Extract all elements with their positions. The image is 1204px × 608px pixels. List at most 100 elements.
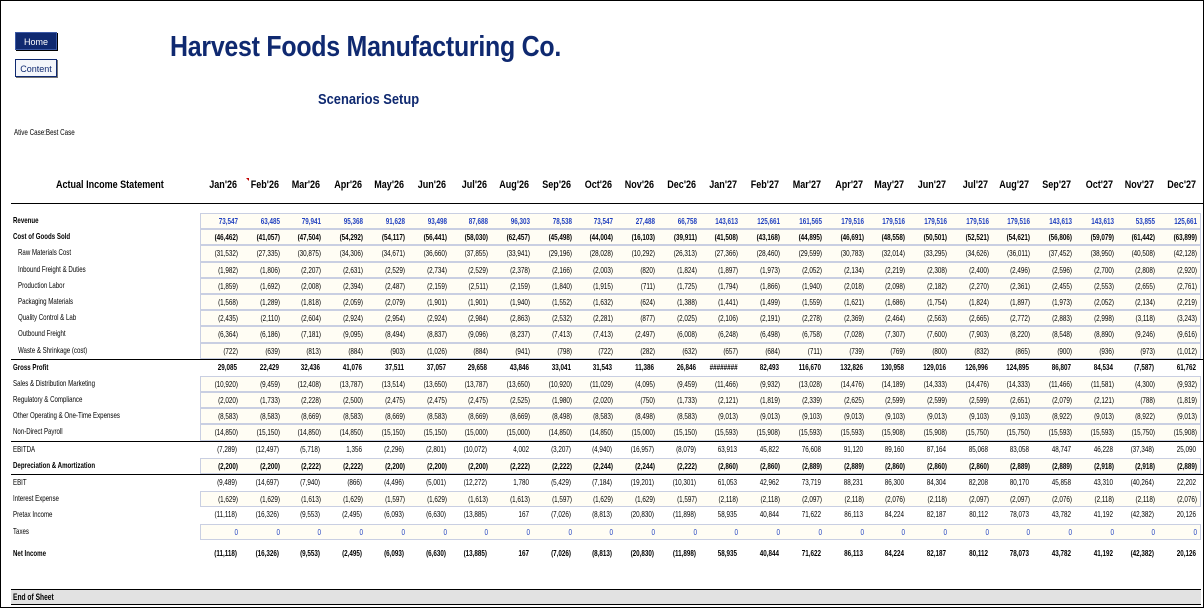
table-cell[interactable]: (9,616) <box>1177 329 1198 340</box>
table-cell[interactable]: 0 <box>1193 526 1198 537</box>
table-cell[interactable]: (632) <box>682 345 697 356</box>
table-cell[interactable]: (1,629) <box>259 494 280 505</box>
table-cell[interactable]: (1,686) <box>885 296 906 307</box>
table-cell[interactable]: (7,181) <box>301 329 322 340</box>
table-cell[interactable]: (2,106) <box>718 313 739 324</box>
table-cell[interactable]: (43,168) <box>756 232 781 243</box>
table-cell[interactable]: (56,441) <box>423 232 447 243</box>
table-cell[interactable]: (2,563) <box>926 313 947 324</box>
table-cell[interactable]: (750) <box>640 395 655 406</box>
table-cell[interactable]: (2,159) <box>426 280 447 291</box>
table-cell[interactable]: (2,200) <box>468 460 489 471</box>
table-cell[interactable]: (44,004) <box>589 232 614 243</box>
table-cell[interactable]: (2,121) <box>1093 395 1114 406</box>
table-cell[interactable]: (15,150) <box>673 427 697 438</box>
table-cell[interactable]: (1,794) <box>718 280 739 291</box>
table-cell[interactable]: (13,787) <box>464 378 489 389</box>
table-cell[interactable]: 0 <box>317 526 322 537</box>
table-cell[interactable]: (63,899) <box>1173 232 1198 243</box>
table-cell[interactable]: 95,368 <box>343 216 364 226</box>
table-cell[interactable]: 143,613 <box>715 216 739 226</box>
table-cell[interactable]: (1,901) <box>468 296 489 307</box>
table-cell[interactable]: (15,593) <box>1048 427 1072 438</box>
table-cell[interactable]: (1,692) <box>259 280 280 291</box>
table-cell[interactable]: (2,110) <box>260 313 280 324</box>
table-cell[interactable]: (877) <box>640 313 655 324</box>
table-cell[interactable]: (12,408) <box>297 378 322 389</box>
table-cell[interactable]: (2,500) <box>343 395 364 406</box>
table-cell[interactable]: (16,103) <box>631 232 655 243</box>
table-cell[interactable]: (8,837) <box>426 329 447 340</box>
table-cell[interactable]: (1,973) <box>760 264 781 275</box>
table-cell[interactable]: (2,079) <box>1052 395 1072 406</box>
table-cell[interactable]: (14,189) <box>881 378 906 389</box>
table-cell[interactable]: 0 <box>1110 526 1114 537</box>
table-cell[interactable]: (2,200) <box>384 460 405 471</box>
table-cell[interactable]: (739) <box>848 345 864 356</box>
table-cell[interactable]: (722) <box>223 345 238 356</box>
table-cell[interactable]: (15,150) <box>256 427 280 438</box>
table-cell[interactable]: 79,941 <box>302 216 322 226</box>
table-cell[interactable]: (2,863) <box>509 313 530 324</box>
table-cell[interactable]: (14,476) <box>965 378 989 389</box>
table-cell[interactable]: (33,941) <box>506 248 530 259</box>
table-cell[interactable]: (2,918) <box>1135 460 1156 471</box>
table-cell[interactable]: (9,932) <box>1177 378 1198 389</box>
table-cell[interactable]: (33,295) <box>923 248 947 259</box>
table-cell[interactable]: (36,660) <box>423 248 447 259</box>
table-cell[interactable]: (2,308) <box>926 264 947 275</box>
table-cell[interactable]: 179,516 <box>965 216 989 226</box>
table-cell[interactable]: (2,378) <box>509 264 530 275</box>
table-cell[interactable]: (36,011) <box>1007 248 1031 259</box>
table-cell[interactable]: (2,529) <box>468 264 489 275</box>
table-cell[interactable]: (2,118) <box>718 494 739 505</box>
table-cell[interactable]: (10,920) <box>214 378 238 389</box>
table-cell[interactable]: (1,632) <box>593 296 614 307</box>
table-cell[interactable]: (2,118) <box>927 494 947 505</box>
table-cell[interactable]: (2,860) <box>885 460 906 471</box>
home-button[interactable]: Home <box>15 32 57 50</box>
table-cell[interactable]: (2,278) <box>801 313 822 324</box>
table-cell[interactable]: (34,306) <box>339 248 364 259</box>
table-cell[interactable]: (2,182) <box>926 280 947 291</box>
table-cell[interactable]: (37,452) <box>1048 248 1072 259</box>
table-cell[interactable]: 179,516 <box>1007 216 1031 226</box>
table-cell[interactable]: (8,494) <box>384 329 405 340</box>
table-cell[interactable]: (37,855) <box>464 248 489 259</box>
table-cell[interactable]: (1,629) <box>635 494 655 505</box>
table-cell[interactable]: (2,052) <box>801 264 822 275</box>
table-cell[interactable]: (9,096) <box>468 329 489 340</box>
table-cell[interactable]: (8,922) <box>1052 411 1072 422</box>
table-cell[interactable]: (31,532) <box>214 248 238 259</box>
table-cell[interactable]: (865) <box>1015 345 1031 356</box>
table-cell[interactable]: 0 <box>1026 526 1031 537</box>
table-cell[interactable]: (2,219) <box>1177 296 1198 307</box>
table-cell[interactable]: (2,097) <box>1010 494 1031 505</box>
table-cell[interactable]: (9,013) <box>718 411 739 422</box>
table-cell[interactable]: (58,030) <box>464 232 489 243</box>
table-cell[interactable]: 0 <box>734 526 739 537</box>
table-cell[interactable]: (1,629) <box>426 494 447 505</box>
table-cell[interactable]: (29,196) <box>548 248 572 259</box>
table-cell[interactable]: (9,013) <box>926 411 947 422</box>
table-cell[interactable]: (1,621) <box>843 296 864 307</box>
table-cell[interactable]: 0 <box>234 526 238 537</box>
table-cell[interactable]: (8,583) <box>676 411 697 422</box>
table-cell[interactable]: (1,012) <box>1177 345 1198 356</box>
table-cell[interactable]: (1,915) <box>593 280 614 291</box>
table-cell[interactable]: (2,596) <box>1052 264 1072 275</box>
table-cell[interactable]: (282) <box>640 345 655 356</box>
table-cell[interactable]: (9,932) <box>760 378 781 389</box>
table-cell[interactable]: (30,875) <box>297 248 322 259</box>
table-cell[interactable]: (2,665) <box>968 313 989 324</box>
table-cell[interactable]: (52,521) <box>965 232 989 243</box>
table-cell[interactable]: (54,117) <box>381 232 405 243</box>
table-cell[interactable]: (2,487) <box>384 280 405 291</box>
table-cell[interactable]: (15,150) <box>423 427 447 438</box>
table-cell[interactable]: (8,237) <box>509 329 530 340</box>
table-cell[interactable]: (11,466) <box>715 378 739 389</box>
table-cell[interactable]: (2,604) <box>301 313 322 324</box>
table-cell[interactable]: (2,134) <box>843 264 864 275</box>
table-cell[interactable]: (15,000) <box>506 427 530 438</box>
table-cell[interactable]: (2,525) <box>509 395 530 406</box>
